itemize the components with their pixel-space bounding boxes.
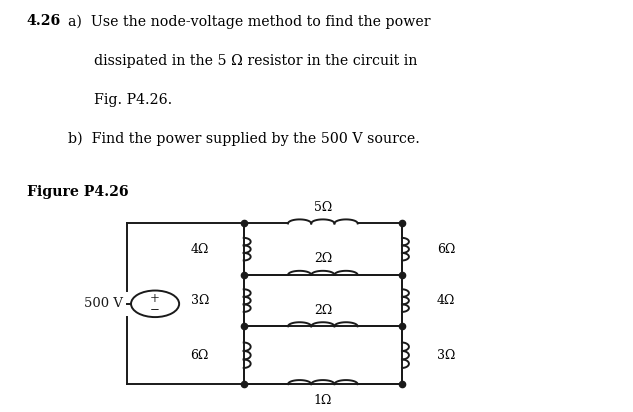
Text: 500 V: 500 V: [84, 297, 123, 310]
Text: a)  Use the node-voltage method to find the power: a) Use the node-voltage method to find t…: [68, 14, 431, 29]
Text: 2Ω: 2Ω: [314, 304, 332, 317]
Text: b)  Find the power supplied by the 500 V source.: b) Find the power supplied by the 500 V …: [68, 132, 420, 146]
Text: Figure P4.26: Figure P4.26: [27, 185, 128, 199]
Text: 1Ω: 1Ω: [313, 394, 332, 407]
Text: 6Ω: 6Ω: [191, 349, 209, 362]
Text: 3Ω: 3Ω: [437, 349, 455, 362]
Text: +: +: [150, 292, 160, 305]
Text: 4Ω: 4Ω: [191, 243, 209, 256]
Text: 2Ω: 2Ω: [314, 252, 332, 265]
Text: 4.26: 4.26: [27, 14, 61, 28]
Text: 5Ω: 5Ω: [314, 201, 332, 214]
Text: Fig. P4.26.: Fig. P4.26.: [94, 93, 172, 107]
Text: 6Ω: 6Ω: [437, 243, 455, 256]
Text: 4Ω: 4Ω: [437, 294, 455, 307]
Text: 3Ω: 3Ω: [191, 294, 209, 307]
Text: dissipated in the 5 Ω resistor in the circuit in: dissipated in the 5 Ω resistor in the ci…: [94, 54, 417, 68]
Text: −: −: [150, 302, 160, 315]
